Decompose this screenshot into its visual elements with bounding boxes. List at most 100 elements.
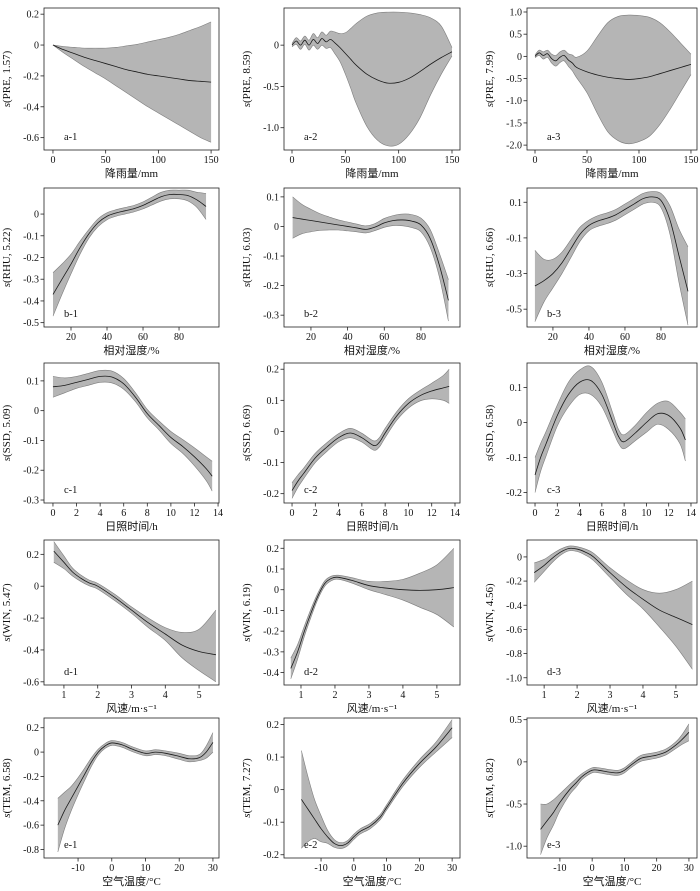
y-axis-title: s(WIN, 6.19) [241, 583, 253, 642]
x-tick-label: 1 [542, 690, 547, 701]
y-tick-label: 0.1 [510, 198, 523, 209]
y-tick-label: -0.4 [23, 645, 39, 656]
panel-c-2: 0 2 4 6 8 10 12 14 0.2 0.1 0 -0.1 -0.2 c-2 日照时间/h s(SSD… [241, 362, 461, 533]
y-tick-label: -0.3 [263, 311, 279, 322]
confidence-band-upper-edge [534, 365, 686, 458]
fit-line [52, 193, 207, 295]
y-tick-label: 0 [517, 52, 522, 63]
x-tick-label: 10 [140, 863, 150, 874]
confidence-band-lower-edge [534, 55, 692, 145]
confidence-band-lower-edge [301, 737, 453, 849]
y-tick-label: 0 [34, 582, 39, 593]
plot-area [534, 545, 693, 670]
x-tick-label: 5 [673, 690, 678, 701]
confidence-band [301, 719, 453, 849]
x-tick-label: 3 [366, 690, 371, 701]
confidence-band-upper-edge [52, 21, 212, 49]
panel-label: c-2 [304, 485, 317, 496]
confidence-band-lower-edge [57, 745, 214, 852]
panel-e-2: -10 0 10 20 30 0.2 0.1 0 -0.1 -0.2 e-2 空气温度/°C s(TEM… [241, 717, 461, 888]
x-tick-label: 3 [608, 690, 613, 701]
confidence-band [290, 548, 454, 679]
plot-frame [283, 717, 461, 859]
confidence-band-lower-edge [291, 398, 450, 499]
y-tick-label: 0.1 [267, 753, 280, 764]
y-tick-label: 0 [274, 41, 279, 52]
y-tick-label: 0 [34, 748, 39, 759]
x-tick-label: -10 [314, 863, 327, 874]
confidence-band [53, 541, 216, 682]
x-tick-label: 4 [163, 690, 168, 701]
y-tick-label: -0.8 [23, 845, 39, 856]
plot-frame [526, 539, 698, 686]
plot-frame [43, 7, 220, 151]
y-tick-label: -0.6 [23, 677, 39, 688]
x-tick-label: 1 [298, 690, 303, 701]
x-axis-title: 日照时间/h [105, 520, 158, 533]
x-axis-title: 降雨量/mm [345, 166, 399, 180]
y-tick-label: -0.1 [23, 231, 39, 242]
x-tick-label: 12 [427, 508, 437, 519]
panel-label: a-3 [547, 132, 560, 143]
panel-b-2: 20 40 60 80 0.1 0 -0.1 -0.2 -0.3 b-2 相对湿度/% s(RHU, … [241, 187, 461, 357]
y-tick-label: 0 [274, 585, 279, 596]
panel-label: a-2 [304, 132, 317, 143]
y-tick-label: -0.4 [23, 296, 39, 307]
x-tick-label: 150 [445, 155, 460, 166]
y-tick-label: -0.6 [23, 133, 39, 144]
x-tick-label: 8 [383, 508, 388, 519]
y-tick-label: 0 [517, 757, 522, 768]
y-tick-label: -0.5 [23, 318, 39, 329]
x-tick-label: 6 [359, 508, 364, 519]
x-tick-label: 60 [379, 332, 389, 343]
plot-frame [526, 187, 698, 328]
confidence-band-upper-edge [534, 191, 689, 261]
x-tick-label: 3 [129, 690, 134, 701]
y-tick-label: -0.2 [506, 577, 522, 588]
x-tick-label: 4 [400, 690, 405, 701]
plot-frame [526, 717, 698, 859]
confidence-band-lower-edge [52, 198, 207, 317]
x-tick-label: 80 [416, 332, 426, 343]
x-tick-label: 0 [290, 508, 295, 519]
y-tick-label: -0.2 [23, 253, 39, 264]
y-axis-title: s(TEM, 6.82) [484, 758, 496, 818]
x-tick-label: 50 [340, 155, 350, 166]
x-tick-label: 2 [332, 690, 337, 701]
x-tick-label: 60 [138, 332, 148, 343]
x-tick-label: 10 [641, 508, 651, 519]
x-tick-label: 60 [620, 332, 630, 343]
plot-area [291, 11, 453, 147]
x-tick-label: 14 [686, 508, 696, 519]
confidence-band [535, 15, 691, 144]
panel-b-3: 20 40 60 80 0.1 -0.1 -0.3 -0.5 b-3 相对湿度/% s(RHU, 6… [484, 187, 698, 357]
confidence-band-lower-edge [534, 201, 689, 326]
y-tick-label: 0.2 [27, 550, 40, 561]
x-tick-label: 10 [619, 863, 629, 874]
y-tick-label: -0.1 [263, 818, 279, 829]
y-tick-label: -0.8 [506, 649, 522, 660]
x-axis-title: 空气温度/°C [102, 874, 161, 888]
confidence-band [292, 196, 449, 322]
y-tick-label: -1.0 [506, 673, 522, 684]
x-tick-label: 0 [533, 155, 538, 166]
x-tick-label: 30 [684, 863, 694, 874]
x-tick-label: 20 [306, 332, 316, 343]
confidence-band-upper-edge [290, 548, 455, 659]
confidence-band-upper-edge [291, 11, 453, 48]
confidence-band [292, 12, 452, 147]
plot-area [301, 719, 453, 849]
x-tick-label: 2 [313, 508, 318, 519]
plot-area [52, 21, 212, 143]
y-tick-label: 0.1 [267, 565, 280, 576]
y-tick-label: 0.5 [510, 715, 523, 726]
plot-area [534, 14, 692, 145]
confidence-band-upper-edge [52, 369, 213, 462]
x-tick-label: 5 [197, 690, 202, 701]
plot-area [292, 196, 449, 322]
y-tick-label: 0.2 [267, 365, 280, 376]
x-tick-label: 0 [50, 155, 55, 166]
panel-label: e-2 [304, 840, 317, 851]
x-tick-label: 20 [174, 863, 184, 874]
fit-line [301, 727, 453, 847]
